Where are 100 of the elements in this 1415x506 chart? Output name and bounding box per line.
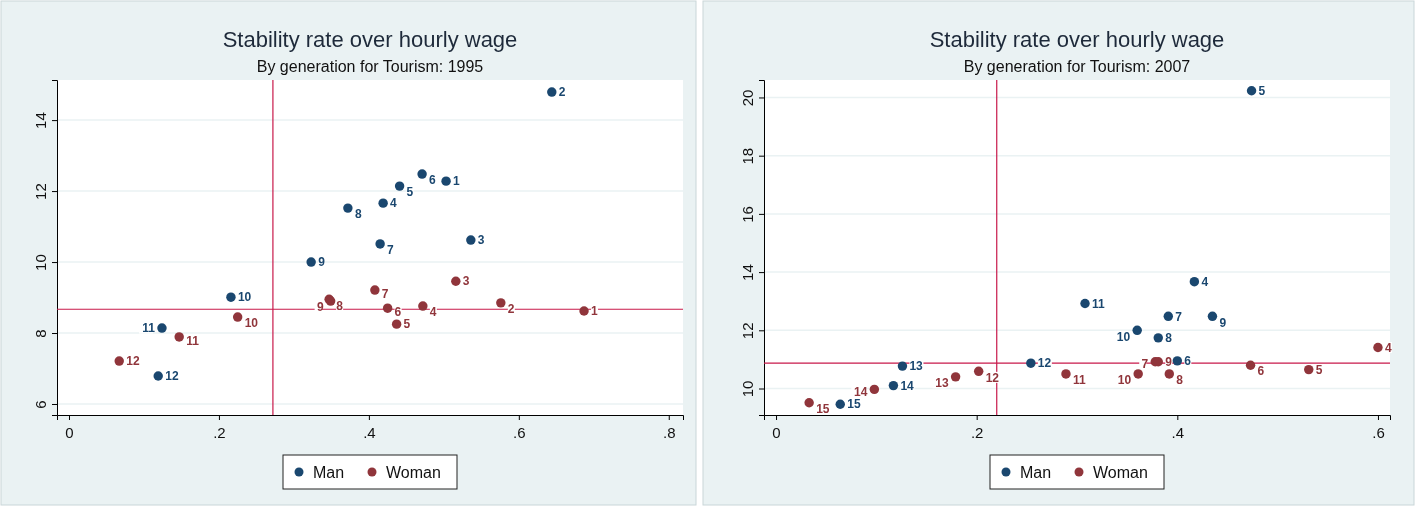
x-tick-label: .2 [213, 424, 226, 441]
point [375, 239, 385, 249]
point [1373, 342, 1383, 353]
y-tick-label: 14 [32, 112, 50, 129]
point [232, 312, 243, 322]
annotation: 12 [126, 354, 140, 369]
annotation: 4 [1384, 340, 1392, 355]
x-tick-label: .4 [1171, 424, 1185, 441]
annotation: 5 [1315, 362, 1323, 377]
annotation: 8 [1176, 373, 1184, 388]
point [950, 372, 961, 382]
y-tick-label: 16 [739, 206, 757, 223]
chart-subtitle: By generation for Tourism: 1995 [256, 58, 484, 75]
annotation: 10 [1116, 329, 1131, 344]
y-tick-label: 10 [32, 254, 50, 271]
x-tick-label: .4 [363, 424, 376, 441]
annotation: 2 [507, 302, 515, 317]
annotation: 8 [336, 298, 344, 313]
annotation: 13 [909, 359, 924, 374]
annotation: 1 [453, 174, 461, 189]
annotation: 13 [935, 376, 949, 391]
x-tick-label: 0 [65, 424, 74, 441]
point [394, 181, 405, 191]
point [1163, 311, 1174, 322]
point [1026, 358, 1036, 368]
point [1164, 369, 1175, 379]
annotation: 11 [1072, 373, 1086, 388]
point [114, 356, 124, 366]
annotation: 15 [816, 401, 830, 416]
annotation: 12 [985, 370, 1000, 385]
annotation: 6 [1184, 354, 1192, 369]
x-tick-label: .6 [1372, 424, 1385, 441]
point [174, 332, 184, 342]
y-tick-label: 18 [739, 147, 757, 165]
annotation: 14 [900, 378, 915, 393]
x-tick-label: 0 [772, 424, 781, 441]
annotation: 7 [1141, 356, 1149, 371]
chart-title: Stability rate over hourly wage [222, 27, 518, 52]
point [418, 301, 428, 311]
annotation: 6 [394, 305, 402, 320]
point [1061, 369, 1071, 379]
point [153, 371, 163, 381]
annotation: 9 [318, 255, 326, 270]
annotation: 5 [406, 185, 414, 200]
annotation: 5 [403, 317, 411, 332]
chart-subtitle: By generation for Tourism: 2007 [963, 58, 1191, 75]
point [1080, 298, 1090, 309]
annotation: 9 [1165, 354, 1173, 369]
y-tick-label: 20 [739, 89, 757, 107]
annotation: 8 [354, 207, 362, 222]
annotation: 10 [244, 316, 259, 331]
point [1172, 356, 1183, 366]
point [579, 306, 589, 316]
annotation: 5 [1258, 83, 1266, 98]
point [496, 298, 506, 308]
annotation: 11 [186, 334, 200, 349]
legend-label: Woman [1093, 463, 1148, 481]
annotation: 11 [1092, 296, 1106, 311]
point [451, 276, 461, 286]
y-tick-label: 12 [32, 183, 50, 200]
annotation: 6 [429, 173, 437, 188]
point [1153, 333, 1163, 343]
annotation: 9 [1219, 315, 1227, 330]
annotation: 4 [1201, 274, 1209, 289]
annotation: 11 [142, 321, 156, 336]
point [1304, 364, 1314, 375]
point [1133, 369, 1143, 379]
annotation: 3 [462, 274, 470, 289]
legend-label: Man [313, 463, 345, 481]
point [1132, 325, 1142, 336]
y-tick-label: 8 [32, 329, 50, 338]
annotation: 10 [237, 290, 252, 305]
x-tick-label: .2 [970, 424, 984, 441]
point [226, 292, 236, 302]
x-tick-label: .6 [513, 424, 526, 441]
point [343, 203, 353, 213]
point [466, 235, 476, 245]
point [1189, 276, 1200, 287]
point [417, 169, 427, 179]
point [835, 399, 845, 409]
point [391, 319, 402, 329]
annotation: 4 [390, 196, 398, 211]
point [888, 380, 899, 391]
point [1207, 311, 1218, 322]
point [441, 176, 451, 186]
point [973, 366, 984, 377]
annotation: 15 [847, 397, 861, 412]
y-tick-label: 10 [739, 380, 757, 398]
point [370, 285, 380, 295]
legend-label: Woman [386, 463, 441, 481]
point [382, 303, 393, 313]
point [1245, 360, 1256, 370]
annotation: 6 [1257, 364, 1265, 379]
annotation: 8 [1165, 331, 1173, 346]
annotation: 10 [1117, 373, 1132, 388]
annotation: 12 [165, 369, 179, 384]
point [157, 323, 167, 333]
chart-title: Stability rate over hourly wage [929, 27, 1225, 52]
point [547, 87, 557, 97]
annotation: 12 [1037, 356, 1052, 371]
